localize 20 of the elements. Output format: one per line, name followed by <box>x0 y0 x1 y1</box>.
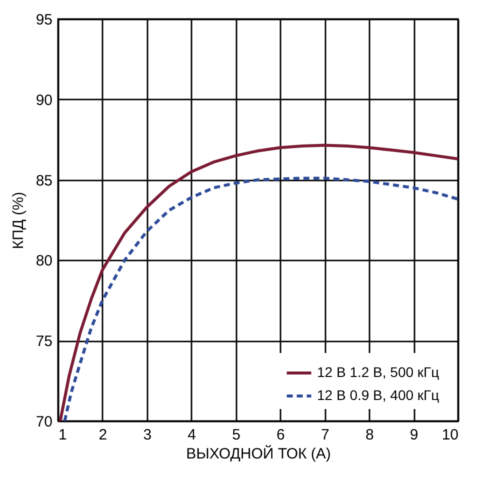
x-tick-label: 6 <box>276 426 285 444</box>
x-tick-label: 3 <box>143 426 152 444</box>
x-tick-label: 2 <box>98 426 108 444</box>
x-tick-label: 9 <box>410 426 418 444</box>
y-tick-label: 75 <box>36 333 52 350</box>
x-tick-label: 1 <box>58 426 67 444</box>
y-tick-label: 80 <box>36 252 52 270</box>
x-tick-label: 4 <box>188 426 196 444</box>
y-tick-label: 95 <box>36 12 52 28</box>
y-tick-label: 85 <box>36 172 52 190</box>
legend-label: 12 В 1.2 В, 500 кГц <box>317 364 440 380</box>
x-axis-title: ВЫХОДНОЙ ТОК (А) <box>186 444 331 462</box>
y-tick-label: 70 <box>36 414 52 430</box>
x-tick-label: 7 <box>320 426 330 444</box>
x-tick-label: 5 <box>232 426 240 444</box>
y-axis-title: КПД (%) <box>10 192 27 250</box>
legend-label: 12 В 0.9 В, 400 кГц <box>317 387 440 403</box>
x-tick-label: 10 <box>442 426 458 444</box>
y-tick-label: 90 <box>36 92 52 109</box>
x-tick-label: 8 <box>365 426 374 444</box>
